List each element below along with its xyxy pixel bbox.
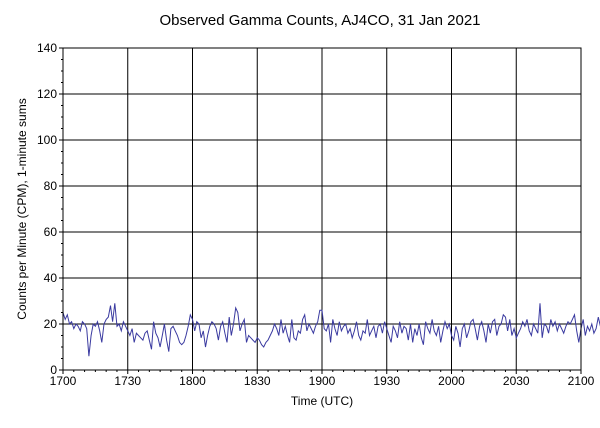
plot-frame bbox=[62, 47, 582, 371]
chart-title: Observed Gamma Counts, AJ4CO, 31 Jan 202… bbox=[160, 12, 481, 29]
x-tick-label: 1800 bbox=[179, 374, 206, 388]
y-tick-label: 0 bbox=[50, 363, 57, 377]
x-tick-label: 1730 bbox=[114, 374, 141, 388]
x-tick-label: 2000 bbox=[438, 374, 465, 388]
x-tick-label: 1830 bbox=[244, 374, 271, 388]
axis-ticks bbox=[59, 47, 582, 374]
y-tick-label: 20 bbox=[44, 317, 58, 331]
y-tick-label: 100 bbox=[37, 133, 57, 147]
y-tick-label: 60 bbox=[44, 225, 58, 239]
grid-lines bbox=[63, 48, 581, 370]
x-axis-label: Time (UTC) bbox=[291, 394, 353, 408]
y-tick-label: 120 bbox=[37, 87, 57, 101]
x-tick-label: 1700 bbox=[50, 374, 77, 388]
y-tick-labels: 0 20 40 60 80 100 120 140 bbox=[37, 41, 57, 377]
y-axis-label: Counts per Minute (CPM), 1-minute sums bbox=[15, 98, 29, 319]
x-tick-label: 2030 bbox=[503, 374, 530, 388]
x-tick-label: 1930 bbox=[373, 374, 400, 388]
y-tick-label: 140 bbox=[37, 41, 57, 55]
series-line bbox=[62, 303, 600, 357]
y-tick-label: 40 bbox=[44, 271, 58, 285]
x-tick-label: 2100 bbox=[568, 374, 595, 388]
x-tick-labels: 1700 1730 1800 1830 1900 1930 2000 2030 2100 bbox=[50, 374, 595, 388]
x-tick-label: 1900 bbox=[309, 374, 336, 388]
y-tick-label: 80 bbox=[44, 179, 58, 193]
